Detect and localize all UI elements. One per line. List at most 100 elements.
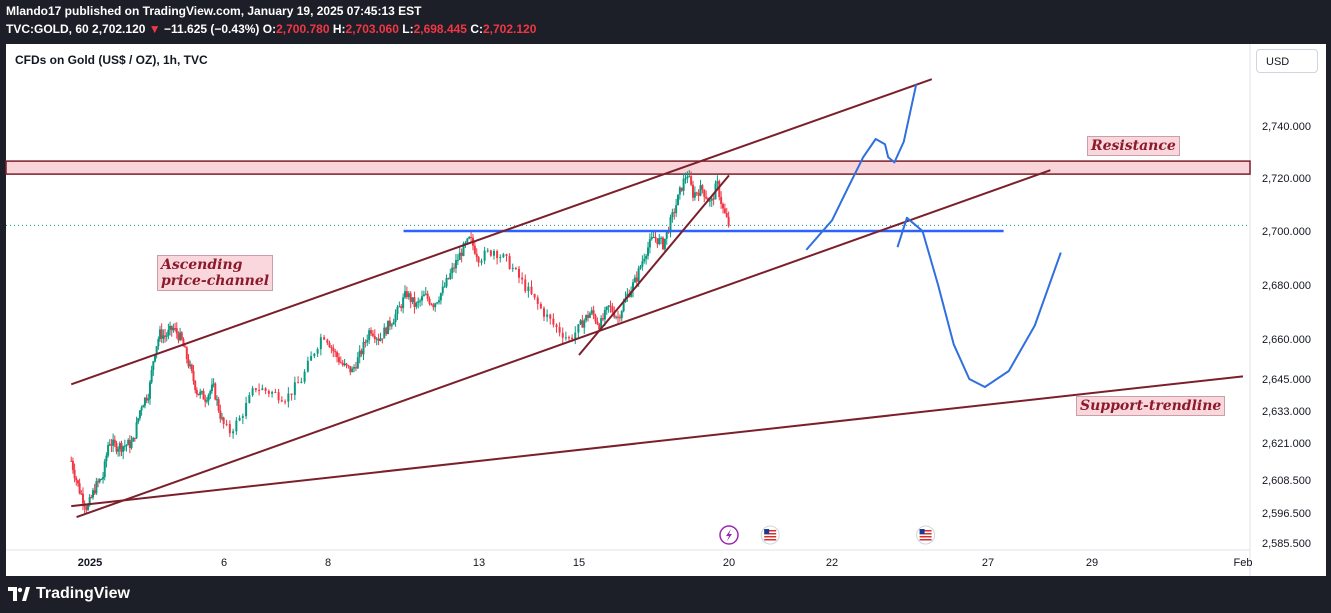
candle-body (328, 342, 331, 348)
candle-body (407, 293, 410, 298)
candle-body (660, 237, 663, 239)
candle-body (419, 300, 422, 302)
candle-body (110, 444, 113, 446)
chart-area[interactable] (6, 44, 1326, 576)
candle-body (187, 359, 190, 367)
tradingview-logo[interactable]: TradingView (8, 585, 130, 603)
candle-body (546, 314, 549, 317)
candle-body (148, 382, 151, 399)
candle-body (334, 351, 337, 353)
candle-body (222, 417, 225, 424)
candle-body (90, 497, 93, 499)
candle-body (722, 204, 724, 209)
candle-body (212, 383, 215, 385)
close-label: C: (470, 22, 483, 36)
projection-bearish-path (896, 216, 1062, 388)
x-tick-label: 2025 (78, 557, 102, 569)
candle-body (108, 444, 111, 446)
candle-body (502, 254, 505, 258)
candle-body (524, 279, 527, 292)
candle-body (190, 364, 193, 372)
candle-body (232, 431, 235, 434)
candle-body (366, 339, 369, 343)
candle-body (648, 239, 651, 248)
candle-body (316, 349, 319, 354)
candle-body (345, 363, 348, 366)
candle-body (686, 176, 689, 179)
candle-body (521, 277, 524, 280)
candle-body (390, 324, 393, 327)
candle-body (123, 445, 126, 447)
candle-body (703, 189, 706, 197)
low-value: 2,698.445 (413, 22, 467, 36)
candles-group (70, 170, 730, 514)
candle-body (379, 338, 382, 341)
currency-button[interactable]: USD (1256, 49, 1318, 73)
candle-body (107, 445, 110, 456)
open-value: 2,700.780 (276, 22, 330, 36)
candle-body (428, 298, 431, 304)
candle-body (583, 320, 586, 328)
candle-body (437, 300, 440, 303)
high-value: 2,703.060 (345, 22, 399, 36)
candle-body (204, 399, 207, 402)
candle-body (219, 410, 222, 419)
lightning-icon (726, 529, 732, 541)
candle-body (387, 320, 390, 335)
candle-body (277, 392, 280, 401)
candle-body (112, 439, 115, 446)
candle-body (708, 200, 711, 202)
x-tick-label: 13 (473, 557, 485, 569)
candle-body (375, 338, 378, 340)
candle-body (505, 254, 508, 257)
us-flag-icon (916, 525, 936, 545)
price-change: −11.625 (−0.43%) (164, 22, 260, 36)
candle-body (97, 481, 100, 483)
candle-body (663, 238, 666, 250)
candle-body (271, 392, 274, 394)
candle-body (280, 400, 283, 402)
candle-body (153, 354, 156, 362)
candle-body (165, 335, 168, 337)
candle-body (150, 370, 153, 383)
candle-body (590, 310, 593, 314)
candle-body (132, 437, 135, 442)
candle-body (574, 332, 577, 340)
candle-body (179, 332, 182, 341)
candle-body (447, 278, 450, 280)
candle-body (496, 251, 499, 259)
candle-body (122, 446, 125, 452)
channel-lower-line (76, 169, 1051, 519)
candle-body (405, 291, 408, 298)
candle-body (603, 309, 606, 320)
candle-body (716, 181, 719, 184)
candle-body (80, 493, 83, 495)
candle-body (167, 329, 170, 336)
candle-body (420, 296, 423, 301)
candle-body (86, 505, 89, 510)
candle-body (143, 397, 146, 406)
candle-body (200, 391, 203, 393)
footer-bar (0, 576, 1331, 613)
resistance-label: Resistance (1087, 136, 1180, 156)
candle-body (115, 443, 118, 452)
candle-body (332, 347, 335, 352)
x-tick-label: 27 (982, 557, 994, 569)
candle-body (609, 305, 612, 307)
candle-body (641, 261, 644, 267)
candle-body (682, 178, 685, 191)
candle-body (430, 303, 433, 305)
short-rising-line (578, 174, 730, 356)
candle-body (209, 391, 212, 395)
candle-body (598, 324, 601, 330)
flag-stripe (919, 533, 932, 535)
candle-body (665, 231, 668, 239)
candle-body (248, 395, 251, 403)
symbol-label: TVC:GOLD, 60 (6, 22, 89, 36)
candle-body (336, 352, 339, 358)
x-tick-label: 22 (826, 557, 838, 569)
candle-body (470, 236, 473, 238)
candle-body (643, 258, 646, 262)
y-tick-label: 2,585.500 (1262, 538, 1311, 550)
